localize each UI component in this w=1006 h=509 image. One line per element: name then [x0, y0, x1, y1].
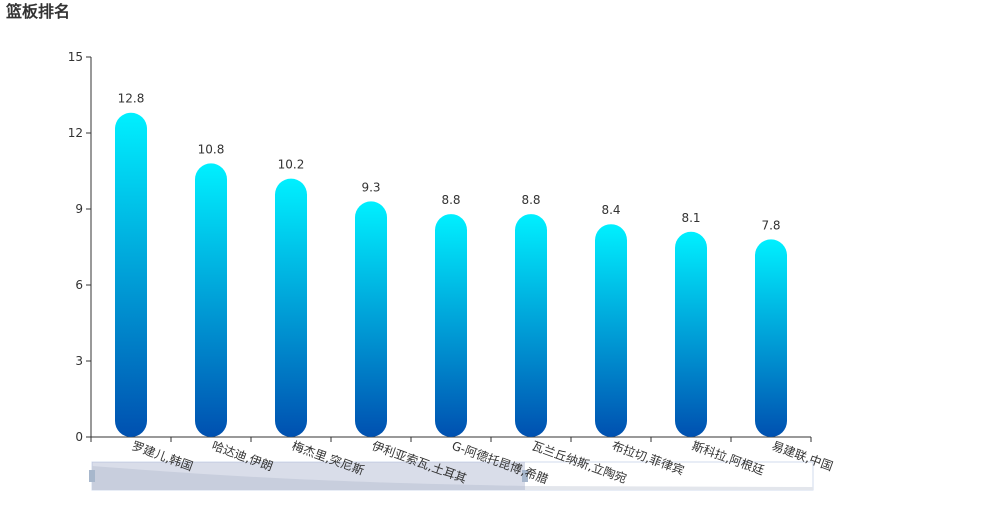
- y-tick-label: 6: [75, 278, 83, 292]
- slider-shadow: [92, 466, 813, 490]
- y-tick-label: 12: [68, 126, 83, 140]
- bar: [435, 214, 467, 437]
- y-tick-label: 0: [75, 430, 83, 444]
- bar: [675, 231, 707, 437]
- x-tick-label: 斯科拉,阿根廷: [690, 438, 766, 478]
- bar: [195, 163, 227, 437]
- y-tick-label: 15: [68, 50, 83, 64]
- bar: [355, 201, 387, 437]
- value-label: 10.2: [278, 158, 305, 172]
- bar: [515, 214, 547, 437]
- y-tick-label: 3: [75, 354, 83, 368]
- value-label: 8.8: [441, 193, 460, 207]
- slider-handle[interactable]: [89, 470, 95, 482]
- slider-handle[interactable]: [522, 470, 528, 482]
- bar: [275, 178, 307, 437]
- bar: [755, 239, 787, 437]
- data-zoom-slider[interactable]: [89, 461, 814, 491]
- value-label: 8.1: [681, 211, 700, 225]
- y-tick-label: 9: [75, 202, 83, 216]
- value-label: 8.8: [521, 193, 540, 207]
- bar: [115, 112, 147, 437]
- slider-selection[interactable]: [92, 462, 525, 490]
- bar: [595, 224, 627, 437]
- value-label: 7.8: [761, 218, 780, 232]
- chart-title: 篮板排名: [5, 2, 70, 21]
- value-label: 9.3: [361, 180, 380, 194]
- value-label: 8.4: [601, 203, 620, 217]
- x-tick-label: 易建联,中国: [770, 438, 835, 474]
- value-label: 10.8: [198, 142, 225, 156]
- value-label: 12.8: [118, 92, 145, 106]
